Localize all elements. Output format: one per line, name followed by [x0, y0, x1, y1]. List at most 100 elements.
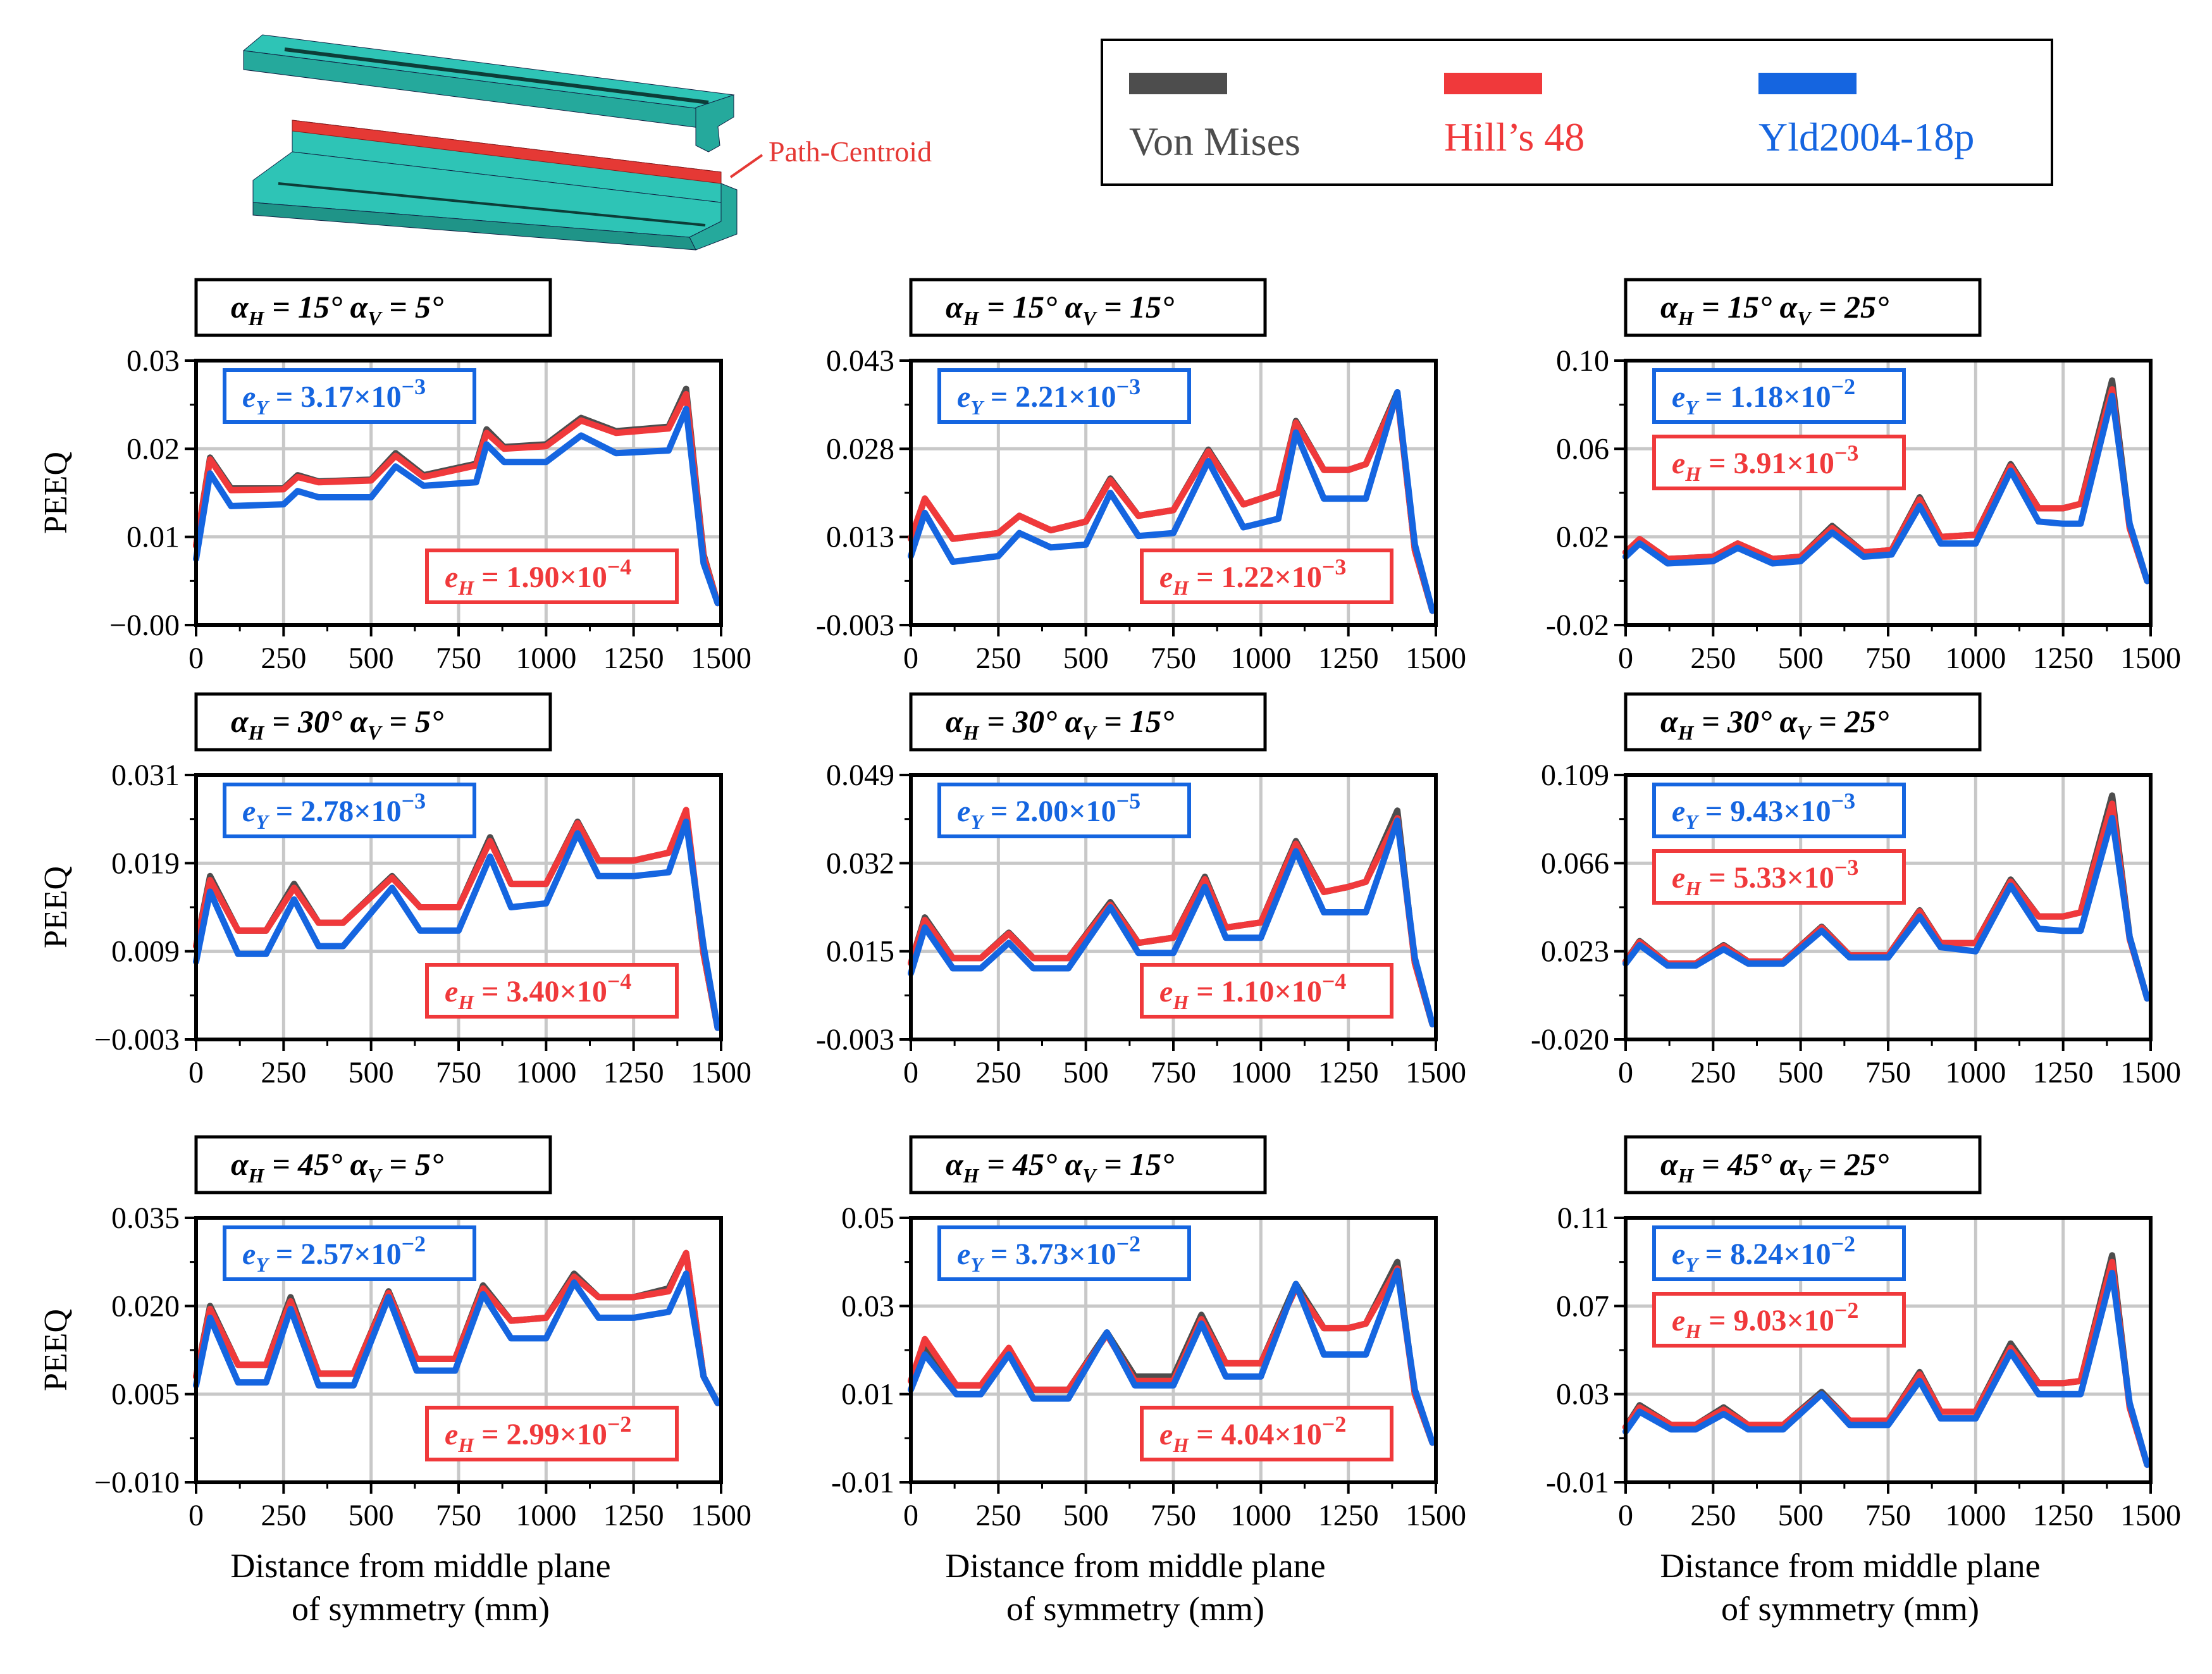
x-tick-label: 750	[436, 1499, 481, 1532]
chart-title: αH = 45° αV = 25°	[1624, 1135, 1982, 1194]
error-y-label-text: eY = 3.73×10−2	[957, 1231, 1140, 1276]
legend-swatch-yld2004	[1758, 73, 1857, 94]
x-tick-label: 1500	[2120, 642, 2181, 675]
error-y-label-box	[223, 1225, 476, 1281]
error-h-label-text: eH = 1.22×10−3	[1159, 554, 1346, 599]
y-tick-label: 0.02	[127, 432, 180, 466]
x-tick-label: 1250	[1318, 1056, 1379, 1089]
path-label-leader	[729, 154, 763, 178]
chart-title-text: αH = 30° αV = 15°	[946, 704, 1174, 744]
chart-title-box	[194, 1135, 552, 1194]
legend-swatch-von-mises	[1129, 73, 1227, 94]
x-tick-label: 500	[349, 642, 394, 675]
y-tick-label: 0.10	[1556, 344, 1609, 378]
error-y-label-box	[223, 368, 476, 424]
x-tick-label: 1250	[1318, 642, 1379, 675]
error-h-label: eH = 2.99×10−2	[425, 1406, 679, 1461]
chart-title: αH = 45° αV = 5°	[194, 1135, 552, 1194]
chart-title-box	[1624, 278, 1982, 337]
error-y-label-text: eY = 9.43×10−3	[1672, 788, 1855, 833]
legend-label-yld2004: Yld2004-18p	[1758, 115, 1974, 159]
chart-title-box	[909, 1135, 1267, 1194]
plot-frame	[909, 773, 1438, 1041]
plot-frame	[909, 359, 1438, 627]
x-axis-label: Distance from middle plane	[230, 1547, 610, 1585]
y-tick-label: −0.00	[109, 609, 180, 642]
lower-rail-face	[252, 202, 696, 251]
error-h-label-box	[1652, 849, 1906, 905]
x-tick-label: 1000	[516, 1499, 576, 1532]
x-tick-label: 750	[1151, 1499, 1196, 1532]
upper-rail-groove	[284, 47, 709, 104]
error-h-label: eH = 5.33×10−3	[1652, 849, 1906, 905]
chart-title: αH = 30° αV = 5°	[194, 692, 552, 752]
error-h-label-text: eH = 3.40×10−4	[445, 969, 631, 1014]
chart-panel-8: αH = 45° αV = 15° -0.01 0.01 0.03 0.05 0 250 50…	[831, 1135, 1466, 1628]
y-tick-label: -0.020	[1531, 1023, 1609, 1057]
x-tick-label: 0	[903, 1056, 918, 1089]
chart-panel-6: αH = 30° αV = 25° -0.020 0.023 0.066 0.109 0 2…	[1531, 692, 2181, 1089]
x-tick-label: 0	[903, 1499, 918, 1532]
x-tick-label: 250	[1690, 1056, 1736, 1089]
error-y-label-text: eY = 3.17×10−3	[242, 374, 426, 419]
chart-title: αH = 15° αV = 25°	[1624, 278, 1982, 337]
x-tick-label: 0	[903, 642, 918, 675]
error-h-label-text: eH = 4.04×10−2	[1159, 1411, 1346, 1456]
series-line-hills-48	[193, 807, 721, 1031]
error-h-label: eH = 1.90×10−4	[425, 549, 679, 604]
y-tick-label: 0.023	[1541, 935, 1609, 969]
x-tick-label: 250	[261, 1499, 306, 1532]
plot-frame	[1624, 359, 2153, 627]
error-h-label-text: eH = 3.91×10−3	[1672, 440, 1858, 485]
chart-title-box	[909, 278, 1267, 337]
x-axis-label: Distance from middle plane	[1660, 1547, 2040, 1585]
y-tick-label: −0.010	[94, 1466, 180, 1499]
y-tick-label: 0.035	[111, 1201, 180, 1235]
x-tick-label: 1000	[1230, 642, 1291, 675]
series-line-yld2004	[1622, 1270, 2151, 1468]
path-centroid-label: Path-Centroid	[769, 135, 932, 168]
legend-label-von-mises: Von Mises	[1129, 119, 1301, 164]
error-h-label-text: eH = 1.10×10−4	[1159, 969, 1346, 1014]
chart-title-box	[194, 278, 552, 337]
x-tick-label: 0	[188, 642, 204, 675]
x-tick-label: 500	[349, 1499, 394, 1532]
x-tick-label: 500	[1063, 1056, 1109, 1089]
series-line-von-mises	[1622, 1252, 2151, 1468]
x-tick-label: 1000	[1945, 1056, 2006, 1089]
chart-title-box	[1624, 1135, 1982, 1194]
error-h-label: eH = 1.22×10−3	[1140, 549, 1393, 604]
series-line-hills-48	[193, 390, 721, 607]
error-h-label: eH = 4.04×10−2	[1140, 1406, 1393, 1461]
x-axis-label: of symmetry (mm)	[292, 1590, 550, 1628]
y-tick-label: -0.01	[1546, 1466, 1609, 1499]
y-tick-label: 0.07	[1556, 1289, 1609, 1323]
chart-title-text: αH = 30° αV = 25°	[1660, 704, 1889, 744]
upper-rail-flange	[695, 94, 734, 152]
x-tick-label: 0	[188, 1056, 204, 1089]
x-tick-label: 1000	[516, 642, 576, 675]
error-h-label: eH = 9.03×10−2	[1652, 1292, 1906, 1348]
error-y-label-box	[1652, 783, 1906, 838]
error-h-label-box	[1140, 549, 1393, 604]
x-tick-label: 1500	[691, 1499, 751, 1532]
plot-frame	[1624, 1216, 2153, 1484]
y-tick-label: 0.11	[1557, 1201, 1609, 1235]
chart-title-box	[909, 692, 1267, 752]
error-y-label-box	[1652, 368, 1906, 424]
error-y-label: eY = 2.21×10−3	[937, 368, 1191, 424]
error-y-label-box	[223, 783, 476, 838]
chart-title-text: αH = 15° αV = 15°	[946, 289, 1174, 330]
chart-panel-5: αH = 30° αV = 15° -0.003 0.015 0.032 0.049 0 2…	[816, 692, 1466, 1089]
series-line-yld2004	[908, 389, 1436, 614]
chart-title-text: αH = 30° αV = 5°	[231, 704, 443, 744]
y-tick-label: 0.032	[826, 846, 894, 880]
chart-title: αH = 30° αV = 15°	[909, 692, 1267, 752]
error-h-label: eH = 3.40×10−4	[425, 963, 679, 1019]
y-tick-label: 0.05	[841, 1201, 894, 1235]
error-y-label: eY = 1.18×10−2	[1652, 368, 1906, 424]
x-tick-label: 500	[1778, 1499, 1824, 1532]
error-h-label-box	[425, 1406, 679, 1461]
y-tick-label: 0.009	[111, 935, 180, 969]
chart-title-box	[1624, 692, 1982, 752]
